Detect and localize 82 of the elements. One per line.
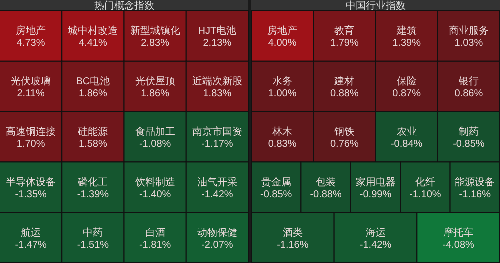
data-label: 1.79% <box>330 38 359 50</box>
data-label: 1.86% <box>79 88 108 100</box>
category-label: 光伏屋顶 <box>135 76 176 88</box>
data-label: 1.39% <box>392 38 422 50</box>
category-label: 酒类 <box>282 226 303 239</box>
data-label: -1.10% <box>410 189 442 200</box>
data-label: -1.17% <box>202 139 234 150</box>
category-label: 林木 <box>272 126 293 138</box>
category-label: 商业服务 <box>448 25 489 38</box>
data-label: -1.16% <box>277 240 309 251</box>
category-label: 水务 <box>272 76 293 88</box>
data-label: 1.86% <box>141 88 170 100</box>
category-label: 高速铜连接 <box>6 126 56 138</box>
category-label: 建材 <box>334 76 355 88</box>
category-label: 农业 <box>396 126 417 138</box>
category-label: 贵金属 <box>261 176 292 188</box>
data-label: 1.70% <box>16 139 46 150</box>
data-label: -0.88% <box>310 189 342 200</box>
data-label: 1.03% <box>454 38 484 50</box>
data-label: 0.83% <box>268 139 297 150</box>
data-label: -1.35% <box>15 189 48 200</box>
data-label: 4.41% <box>79 38 108 50</box>
data-label: -1.39% <box>77 189 110 200</box>
data-label: 2.11% <box>17 88 45 100</box>
category-label: 包装 <box>316 176 336 188</box>
data-label: 0.87% <box>392 88 422 100</box>
category-label: 中药 <box>83 226 104 239</box>
text: 中国行业指数 <box>346 0 406 12</box>
data-label: 1.83% <box>203 88 232 100</box>
text: 热门概念指数 <box>94 0 154 12</box>
data-label: -1.08% <box>139 139 172 150</box>
category-label: BC电池 <box>76 76 110 88</box>
category-label: 能源设备 <box>455 176 496 188</box>
category-label: 饮料制造 <box>134 176 176 188</box>
category-label: 食品加工 <box>135 126 176 138</box>
data-label: 4.00% <box>268 38 297 50</box>
category-label: 建筑 <box>396 25 417 38</box>
category-label: 近端次新股 <box>192 76 242 88</box>
category-label: 动物保健 <box>197 228 238 239</box>
category-label: HJT电池 <box>198 25 237 38</box>
data-label: -0.85% <box>260 189 292 200</box>
category-label: 房地产 <box>16 25 46 38</box>
data-label: 2.83% <box>141 38 170 50</box>
category-label: 化纤 <box>415 176 436 188</box>
category-label: 油气开采 <box>197 176 238 188</box>
data-label: -1.81% <box>139 240 172 251</box>
data-label: -0.99% <box>360 189 392 200</box>
category-label: 家用电器 <box>356 176 396 188</box>
category-label: 光伏玻璃 <box>11 76 52 88</box>
data-label: -1.40% <box>139 189 172 200</box>
data-label: -1.42% <box>360 240 392 251</box>
category-label: 钢铁 <box>334 126 355 138</box>
data-label: -1.47% <box>15 240 48 251</box>
data-label: 0.86% <box>454 88 484 100</box>
data-label: -1.42% <box>202 189 234 200</box>
data-label: -1.51% <box>77 240 110 251</box>
data-label: -4.08% <box>442 240 475 251</box>
data-label: -0.84% <box>390 139 423 150</box>
category-label: 教育 <box>334 25 355 38</box>
category-label: 白酒 <box>145 226 166 239</box>
data-label: -0.85% <box>453 139 485 150</box>
data-label: 0.76% <box>330 139 359 150</box>
category-label: 南京市国资 <box>192 126 242 138</box>
category-label: 城中村改造 <box>67 25 118 38</box>
category-label: 磷化工 <box>77 176 108 188</box>
category-label: 银行 <box>458 76 479 88</box>
category-label: 制药 <box>458 126 479 138</box>
category-label: 摩托车 <box>444 226 474 239</box>
category-label: 新型城镇化 <box>130 25 180 38</box>
data-label: 4.73% <box>16 38 46 50</box>
data-label: 2.13% <box>203 38 232 50</box>
data-label: -1.16% <box>459 189 492 200</box>
data-label: -2.07% <box>202 240 234 251</box>
category-label: 半导体设备 <box>6 176 56 188</box>
category-label: 硅能源 <box>77 126 108 138</box>
category-label: 保险 <box>396 76 417 88</box>
category-label: 房地产 <box>268 25 298 38</box>
category-label: 海运 <box>366 226 386 239</box>
data-label: 0.88% <box>330 88 359 100</box>
category-label: 航运 <box>21 226 42 239</box>
data-label: 1.00% <box>268 88 297 100</box>
data-label: 1.58% <box>79 139 108 150</box>
